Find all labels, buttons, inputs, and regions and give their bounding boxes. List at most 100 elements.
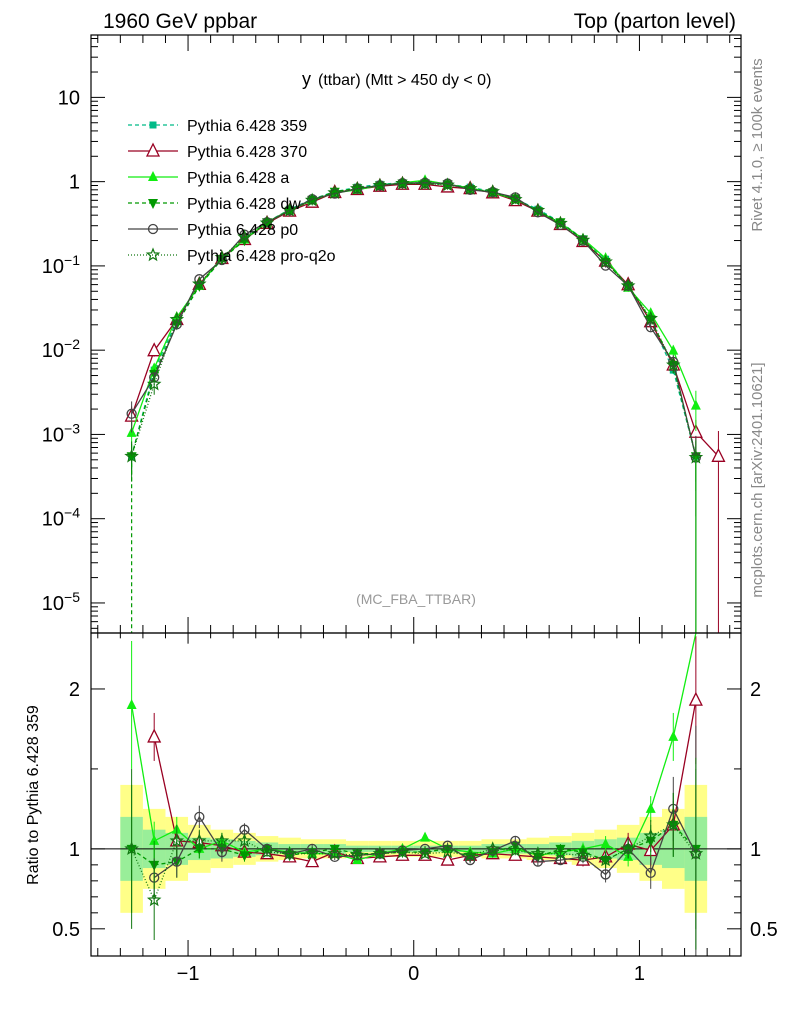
legend-item-3: Pythia 6.428 dw bbox=[128, 196, 301, 213]
legend-label: Pythia 6.428 p0 bbox=[187, 222, 298, 239]
main-series-1 bbox=[124, 175, 726, 633]
main-point bbox=[214, 249, 230, 264]
main-ytick-label: 10−3 bbox=[42, 420, 80, 446]
ratio-point bbox=[329, 844, 340, 855]
ratio-point bbox=[194, 811, 205, 823]
ratio-series-5 bbox=[124, 757, 704, 950]
ratio-point bbox=[600, 838, 611, 849]
ratio-point bbox=[305, 853, 320, 868]
main-point bbox=[555, 219, 566, 231]
ratio-point bbox=[645, 867, 656, 879]
main-point bbox=[575, 232, 591, 247]
main-point bbox=[643, 310, 658, 325]
legend-item-5: Pythia 6.428 pro-q2o bbox=[128, 247, 336, 265]
legend-item-4: Pythia 6.428 p0 bbox=[128, 222, 298, 239]
ratio-point bbox=[146, 892, 162, 907]
plot-title-rest: (ttbar) (Mtt > 450 dy < 0) bbox=[318, 72, 491, 89]
main-point bbox=[304, 192, 320, 207]
main-point bbox=[462, 181, 478, 195]
mcplots-label: mcplots.cern.ch [arXiv:2401.10621] bbox=[749, 362, 766, 597]
main-point bbox=[147, 342, 162, 357]
legend-label: Pythia 6.428 a bbox=[187, 170, 289, 187]
main-point bbox=[237, 229, 252, 244]
main-point bbox=[440, 177, 455, 192]
x-tick-label: 0 bbox=[408, 963, 419, 985]
legend-item-0: Pythia 6.428 359 bbox=[128, 118, 307, 135]
main-point bbox=[282, 202, 297, 217]
main-series-line bbox=[130, 179, 697, 434]
main-point bbox=[329, 188, 340, 199]
header-right: Top (parton level) bbox=[574, 10, 736, 33]
ratio-point bbox=[440, 851, 455, 866]
main-point bbox=[530, 202, 546, 217]
main-point bbox=[327, 185, 343, 200]
analysis-label: (MC_FBA_TTBAR) bbox=[356, 591, 476, 607]
main-edge-drops bbox=[131, 456, 697, 633]
ratio-series-line bbox=[130, 632, 697, 861]
ratio-point bbox=[237, 833, 252, 848]
main-point bbox=[666, 357, 681, 372]
main-point bbox=[465, 184, 476, 195]
main-ytick-label: 10 bbox=[58, 87, 80, 109]
ratio-point bbox=[643, 828, 658, 843]
ratio-point bbox=[462, 847, 478, 862]
main-point bbox=[645, 322, 656, 333]
main-ytick-label: 10−5 bbox=[42, 589, 80, 615]
ratio-ytick-label-right: 2 bbox=[750, 679, 761, 701]
ratio-point bbox=[126, 698, 137, 709]
x-tick-labels: −1 0 1 bbox=[177, 963, 645, 985]
ratio-point bbox=[598, 852, 613, 867]
ratio-point bbox=[259, 844, 275, 859]
legend-item-2: Pythia 6.428 a bbox=[128, 170, 289, 187]
main-point bbox=[487, 186, 498, 198]
ratio-frame bbox=[90, 632, 742, 957]
ratio-series-group bbox=[124, 632, 704, 956]
main-point bbox=[487, 188, 498, 199]
main-point bbox=[126, 408, 137, 419]
ratio-point bbox=[124, 841, 139, 856]
main-point bbox=[620, 278, 636, 293]
header-left: 1960 GeV ppbar bbox=[103, 10, 257, 33]
ratio-point bbox=[171, 856, 182, 867]
ratio-ticks: 0.5 0.5 1 1 2 2 bbox=[52, 633, 778, 956]
ratio-series-line bbox=[131, 824, 697, 866]
main-panel: 10 1 10−1 10−2 10−3 10−4 10−5 y (ttbar) (Mtt >… bbox=[42, 34, 742, 634]
legend-marker bbox=[149, 121, 157, 129]
main-series-line bbox=[130, 182, 697, 458]
ratio-point bbox=[530, 846, 546, 860]
legend-label: Pythia 6.428 359 bbox=[187, 118, 307, 135]
main-series-group bbox=[124, 174, 726, 633]
main-point bbox=[598, 254, 613, 269]
legend-marker bbox=[145, 247, 161, 262]
main-series-5 bbox=[124, 175, 704, 491]
ratio-point bbox=[149, 834, 160, 845]
main-point bbox=[690, 399, 701, 410]
ratio-ylabel: Ratio to Pythia 6.428 359 bbox=[25, 705, 42, 885]
main-point bbox=[372, 177, 388, 192]
ratio-point bbox=[304, 846, 320, 860]
legend-label: Pythia 6.428 pro-q2o bbox=[187, 248, 336, 265]
ratio-ytick-label-left: 2 bbox=[69, 679, 80, 701]
main-point bbox=[350, 181, 365, 195]
ratio-point bbox=[239, 851, 250, 862]
main-point bbox=[216, 254, 228, 266]
main-point bbox=[668, 344, 679, 355]
ratio-point bbox=[553, 846, 568, 860]
legend-marker bbox=[148, 171, 158, 181]
ratio-point bbox=[575, 847, 591, 862]
main-point bbox=[149, 362, 160, 373]
ratio-point bbox=[620, 841, 636, 856]
main-point bbox=[417, 176, 433, 191]
ratio-point bbox=[417, 846, 433, 860]
legend-label: Pythia 6.428 dw bbox=[187, 196, 301, 213]
ratio-panel: 0.5 0.5 1 1 2 2 Ratio to Pythia 6.428 359 bbox=[25, 632, 778, 957]
legend: Pythia 6.428 359 Pythia 6.428 370 Pythia 6… bbox=[128, 118, 336, 265]
main-ytick-label: 10−4 bbox=[42, 505, 80, 531]
ratio-point bbox=[668, 730, 679, 741]
main-point bbox=[169, 311, 185, 326]
main-series-2 bbox=[126, 174, 701, 452]
ratio-point bbox=[645, 802, 656, 813]
ratio-point bbox=[372, 846, 388, 860]
ratio-point bbox=[350, 847, 365, 862]
